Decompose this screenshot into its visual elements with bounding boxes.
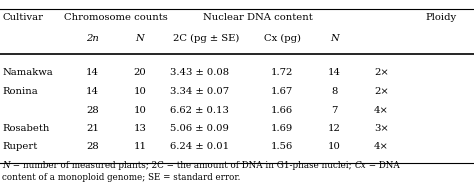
Text: 28: 28	[86, 106, 99, 114]
Text: 8: 8	[331, 87, 337, 96]
Text: = number of measured plants; 2C = the amount of DNA in G1-phase nuclei;: = number of measured plants; 2C = the am…	[10, 162, 355, 170]
Text: 2n: 2n	[86, 34, 99, 43]
Text: Cx: Cx	[355, 162, 366, 170]
Text: 1.72: 1.72	[271, 68, 293, 77]
Text: Rosabeth: Rosabeth	[2, 124, 50, 133]
Text: Rupert: Rupert	[2, 142, 37, 151]
Text: 1.56: 1.56	[271, 142, 293, 151]
Text: 20: 20	[134, 68, 146, 77]
Text: 1.66: 1.66	[271, 106, 293, 114]
Text: 7: 7	[331, 106, 337, 114]
Text: 2×: 2×	[374, 87, 389, 96]
Text: content of a monoploid genome; SE = standard error.: content of a monoploid genome; SE = stan…	[2, 173, 241, 182]
Text: Namakwa: Namakwa	[2, 68, 53, 77]
Text: Nuclear DNA content: Nuclear DNA content	[203, 13, 313, 22]
Text: 1.69: 1.69	[271, 124, 293, 133]
Text: N: N	[136, 34, 144, 43]
Text: N: N	[2, 162, 10, 170]
Text: N: N	[330, 34, 338, 43]
Text: Ploidy: Ploidy	[425, 13, 456, 22]
Text: 5.06 ± 0.09: 5.06 ± 0.09	[170, 124, 228, 133]
Text: 10: 10	[133, 106, 146, 114]
Text: 3×: 3×	[374, 124, 389, 133]
Text: 13: 13	[133, 124, 146, 133]
Text: Cultivar: Cultivar	[2, 13, 43, 22]
Text: 1.67: 1.67	[271, 87, 293, 96]
Text: 14: 14	[86, 87, 99, 96]
Text: 2×: 2×	[374, 68, 389, 77]
Text: 4×: 4×	[374, 106, 389, 114]
Text: 14: 14	[86, 68, 99, 77]
Text: 11: 11	[133, 142, 146, 151]
Text: 10: 10	[133, 87, 146, 96]
Text: 6.62 ± 0.13: 6.62 ± 0.13	[170, 106, 228, 114]
Text: Ronina: Ronina	[2, 87, 38, 96]
Text: 6.24 ± 0.01: 6.24 ± 0.01	[170, 142, 228, 151]
Text: 28: 28	[86, 142, 99, 151]
Text: 4×: 4×	[374, 142, 389, 151]
Text: 3.43 ± 0.08: 3.43 ± 0.08	[170, 68, 228, 77]
Text: 3.34 ± 0.07: 3.34 ± 0.07	[170, 87, 228, 96]
Text: 14: 14	[328, 68, 341, 77]
Text: 10: 10	[328, 142, 341, 151]
Text: 12: 12	[328, 124, 341, 133]
Text: Chromosome counts: Chromosome counts	[64, 13, 168, 22]
Text: = DNA: = DNA	[366, 162, 400, 170]
Text: Cx (pg): Cx (pg)	[264, 34, 301, 43]
Text: 21: 21	[86, 124, 99, 133]
Text: 2C (pg ± SE): 2C (pg ± SE)	[173, 34, 239, 43]
